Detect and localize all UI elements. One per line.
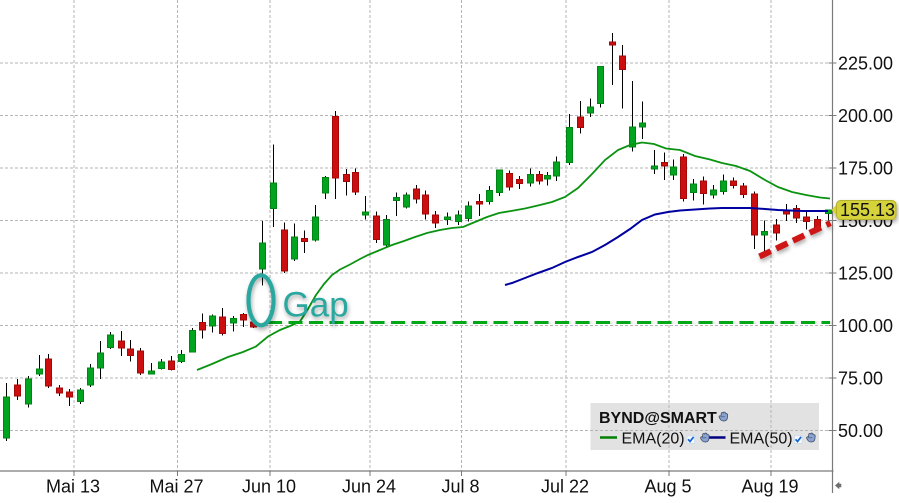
svg-text:Jun 10: Jun 10 (242, 477, 296, 497)
svg-text:EMA(50): EMA(50) (730, 431, 793, 448)
svg-text:225.00: 225.00 (838, 54, 893, 74)
svg-text:Jun 24: Jun 24 (342, 477, 396, 497)
svg-text:Mai 13: Mai 13 (46, 477, 100, 497)
svg-text:75.00: 75.00 (838, 369, 883, 389)
svg-text:175.00: 175.00 (838, 159, 893, 179)
svg-text:200.00: 200.00 (838, 106, 893, 126)
svg-text:Gap: Gap (283, 286, 349, 325)
svg-text:125.00: 125.00 (838, 264, 893, 284)
svg-text:Aug 19: Aug 19 (741, 477, 798, 497)
svg-text:BYND@SMART: BYND@SMART (599, 410, 717, 427)
svg-text:100.00: 100.00 (838, 316, 893, 336)
svg-text:Aug 5: Aug 5 (644, 477, 691, 497)
svg-text:EMA(20): EMA(20) (622, 431, 685, 448)
svg-text:50.00: 50.00 (838, 421, 883, 441)
svg-text:Jul 8: Jul 8 (441, 477, 479, 497)
svg-text:Jul 22: Jul 22 (541, 477, 589, 497)
svg-text:Mai 27: Mai 27 (149, 477, 203, 497)
svg-text:155.13: 155.13 (840, 200, 895, 220)
